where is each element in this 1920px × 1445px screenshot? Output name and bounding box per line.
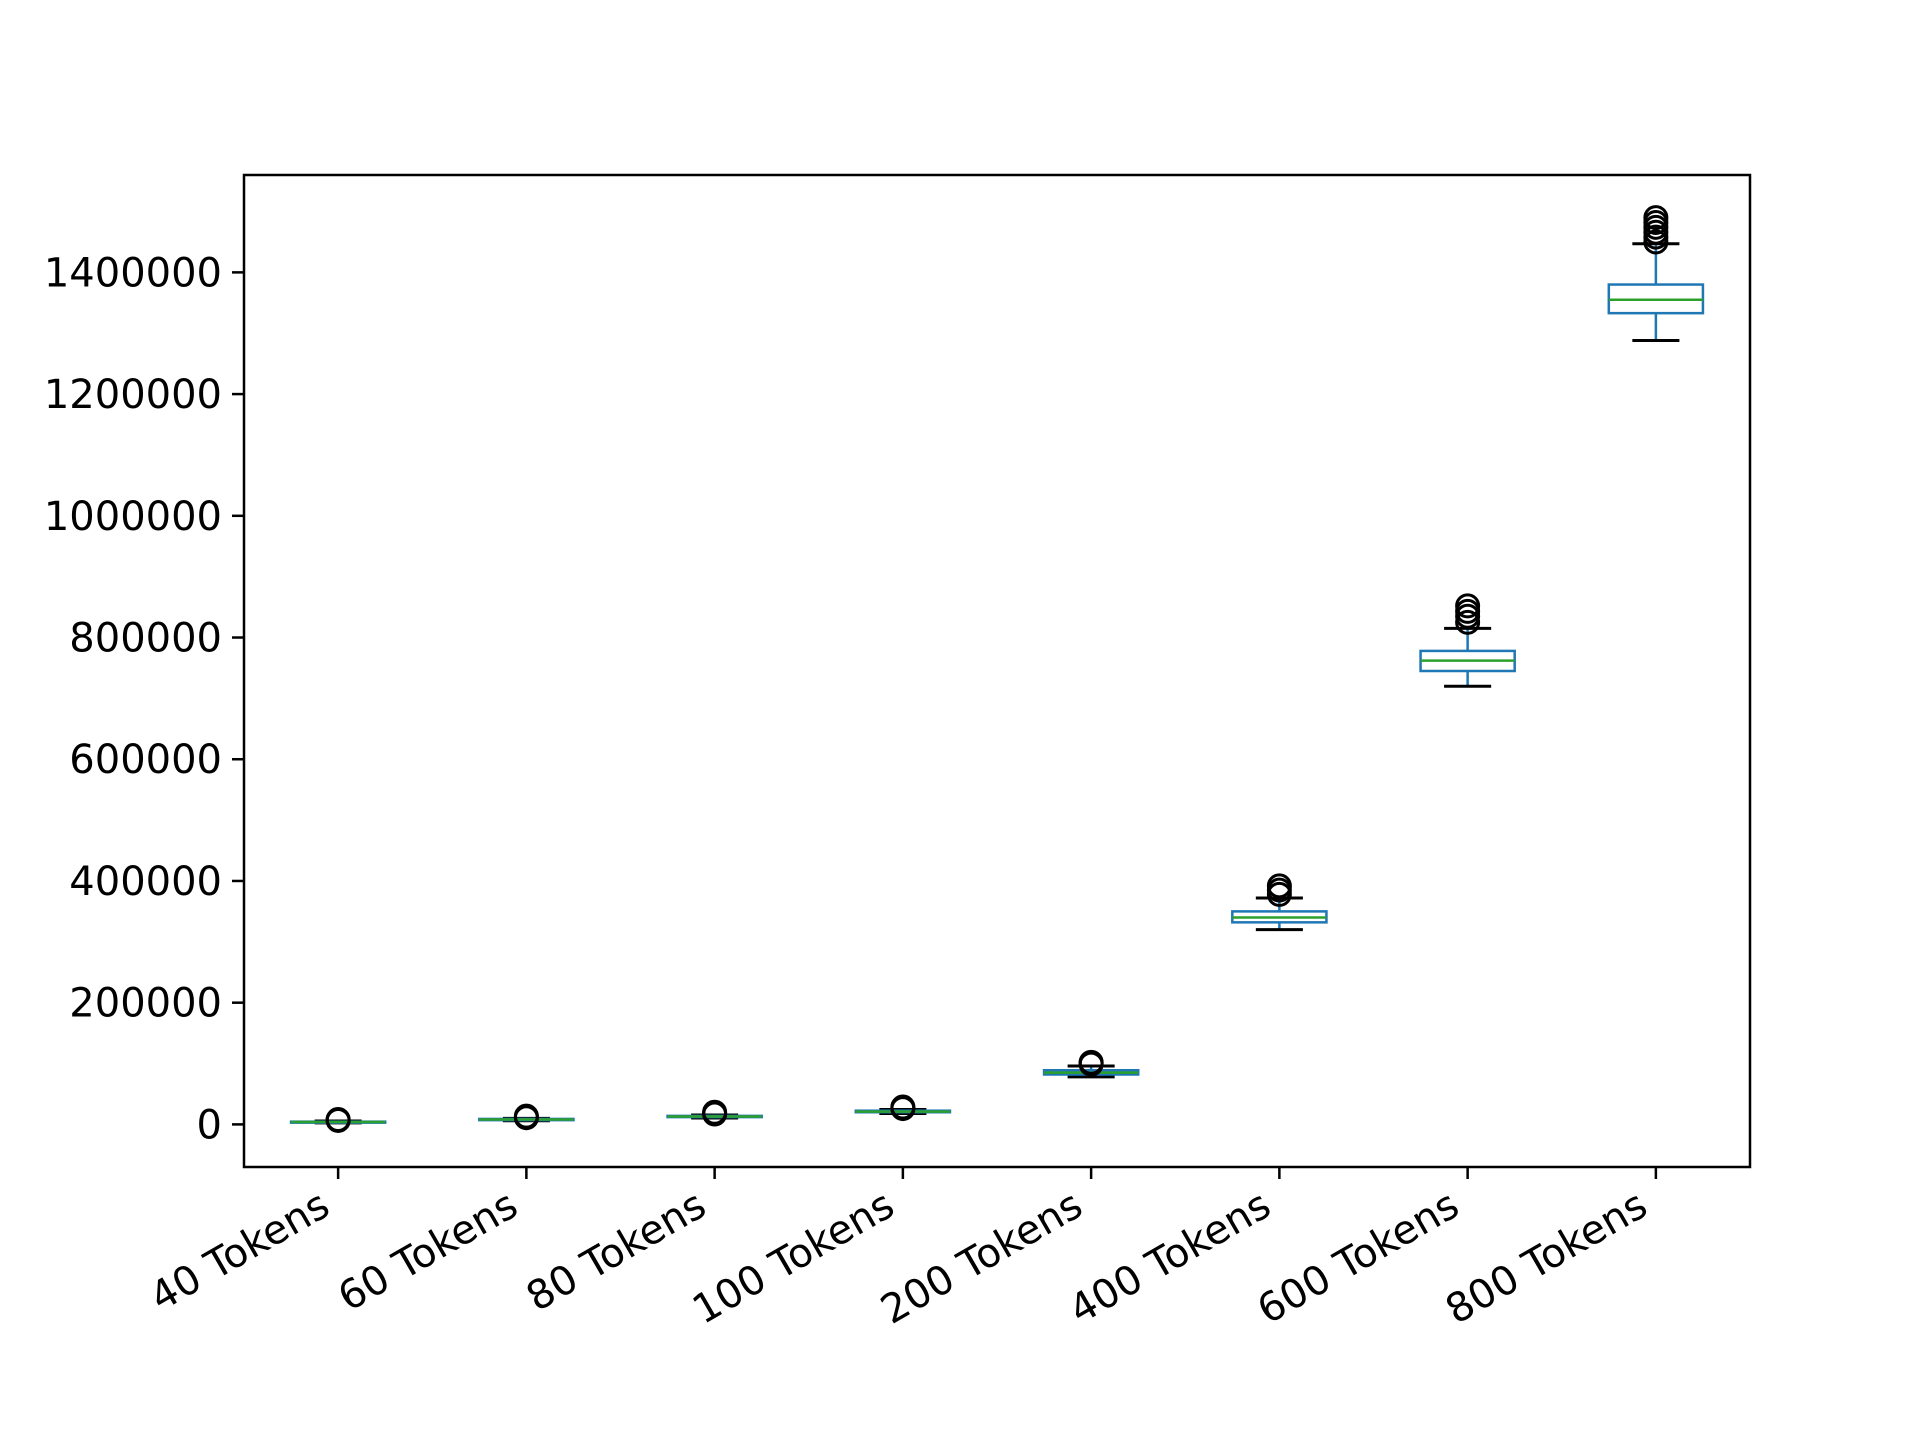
- plot-area: [289, 205, 1705, 1133]
- y-axis: 0 200000 400000 600000 800000 1000000 1200000 1…: [44, 250, 244, 1148]
- outlier-point: [702, 1099, 728, 1125]
- x-tick-label: 600 Tokens: [1250, 1182, 1467, 1334]
- outlier-point: [1643, 205, 1669, 231]
- box-200-tokens: [1042, 1049, 1140, 1079]
- box-600-tokens: [1419, 593, 1516, 688]
- box-100-tokens: [854, 1094, 952, 1122]
- box-80-tokens: [666, 1099, 763, 1127]
- x-tick-label: 400 Tokens: [1062, 1182, 1279, 1334]
- outlier-point: [890, 1094, 916, 1120]
- y-tick-label: 1400000: [44, 250, 222, 296]
- y-tick-label: 1200000: [44, 372, 222, 418]
- outlier-point: [1455, 593, 1481, 619]
- box-400-tokens: [1231, 873, 1328, 932]
- x-tick-label: 200 Tokens: [873, 1182, 1090, 1334]
- outlier-point: [513, 1103, 539, 1129]
- axes-frame: [242, 173, 1752, 1169]
- y-tick-label: 400000: [69, 859, 222, 905]
- box-40-tokens: [289, 1107, 387, 1133]
- box-60-tokens: [478, 1103, 575, 1131]
- x-tick-label: 80 Tokens: [519, 1182, 714, 1321]
- outlier-point: [1266, 873, 1292, 899]
- x-tick-label: 800 Tokens: [1438, 1182, 1655, 1334]
- y-tick-label: 200000: [69, 981, 222, 1027]
- x-tick-label: 40 Tokens: [142, 1182, 337, 1321]
- y-tick-label: 600000: [69, 737, 222, 783]
- outlier-point: [325, 1107, 351, 1133]
- y-tick-label: 800000: [69, 616, 222, 662]
- x-tick-label: 100 Tokens: [685, 1182, 902, 1334]
- y-tick-label: 0: [197, 1102, 222, 1148]
- y-tick-label: 1000000: [44, 494, 222, 540]
- outlier-point: [1455, 609, 1481, 635]
- outlier-point: [1078, 1049, 1104, 1075]
- x-tick-label: 60 Tokens: [331, 1182, 526, 1321]
- box-800-tokens: [1607, 205, 1705, 343]
